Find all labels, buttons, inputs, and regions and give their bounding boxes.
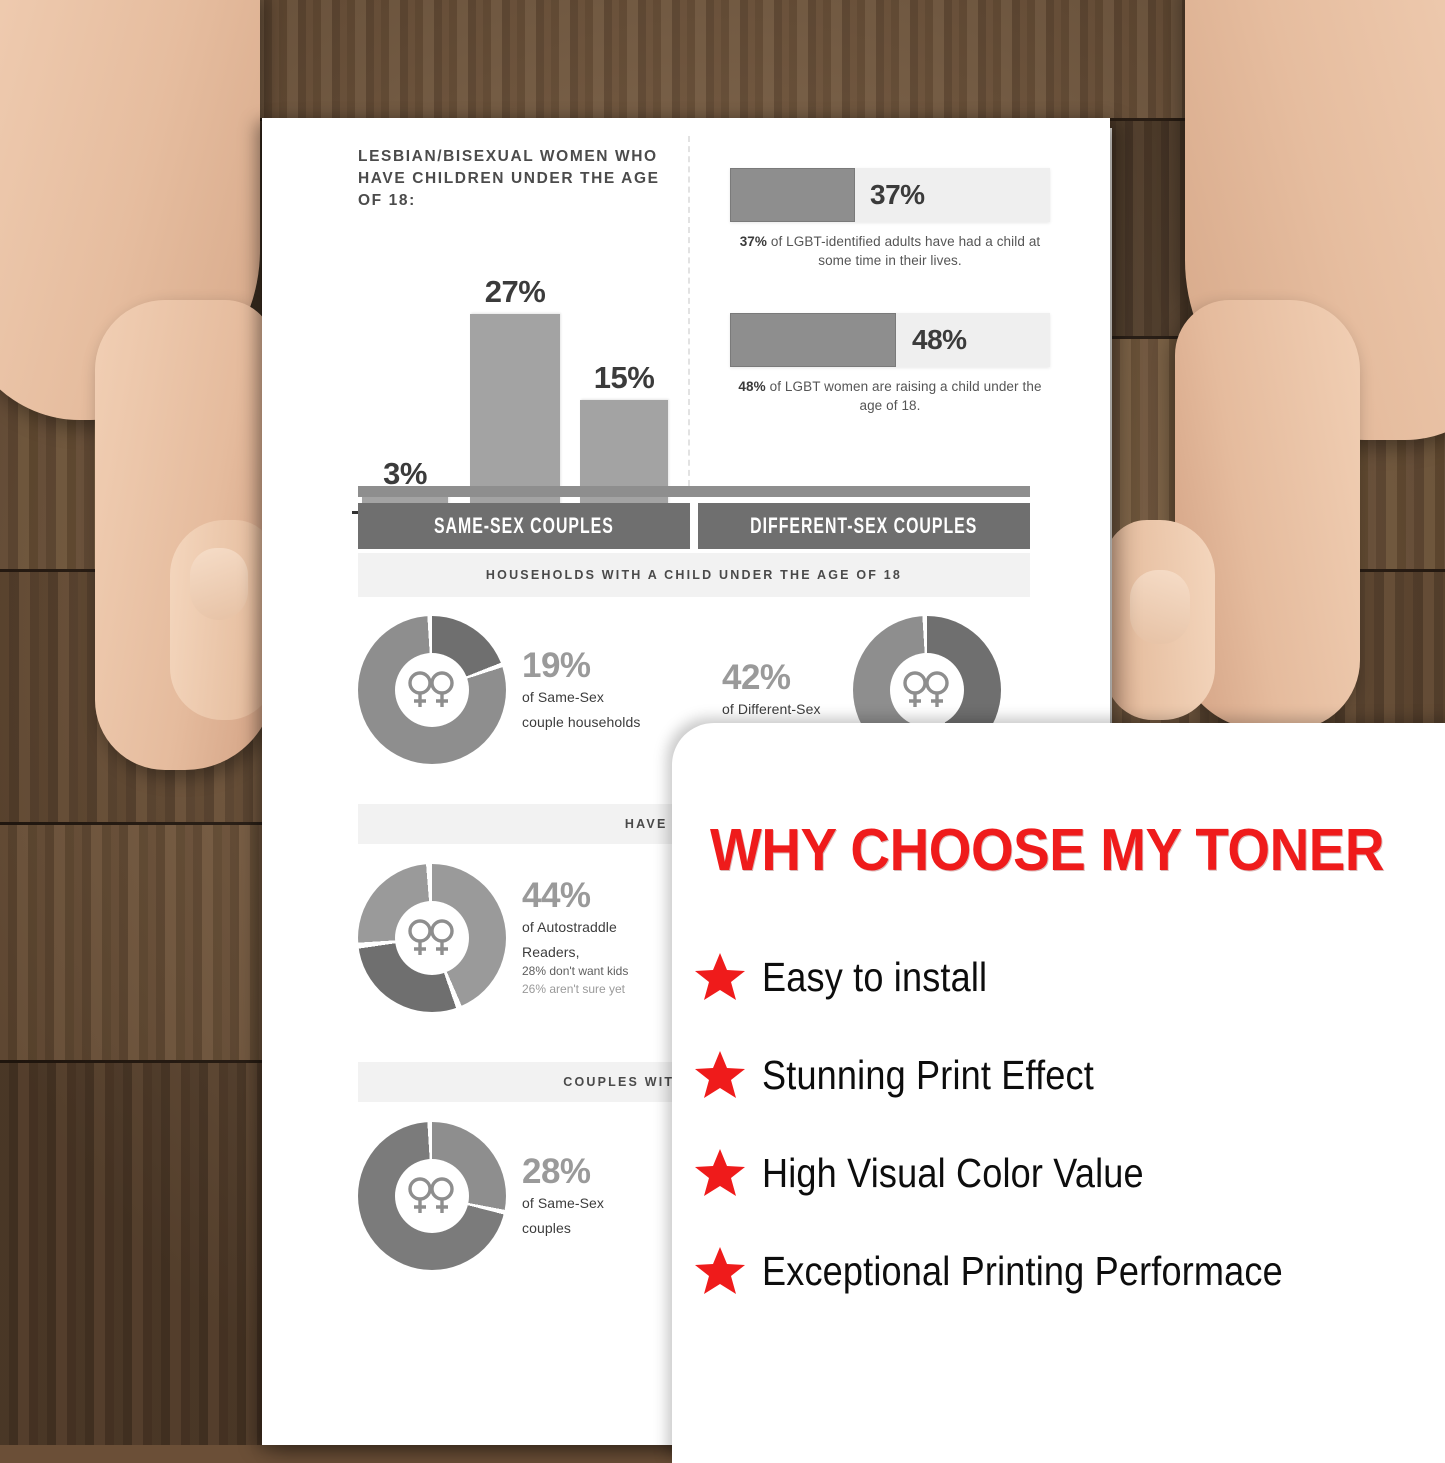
band-different-sex-couples: DIFFERENT-SEX COUPLES xyxy=(698,503,1030,549)
donut-row-same-sex-couples: 28% of Same-Sex couples xyxy=(358,1122,1030,1282)
donut-unit-44: 44% of Autostraddle Readers, 28% don't w… xyxy=(358,864,628,1012)
female-female-symbol-icon xyxy=(408,919,454,955)
promo-card-title: WHY CHOOSE MY TONER xyxy=(710,817,1385,883)
column-divider xyxy=(688,136,690,486)
donut-value: 44% xyxy=(522,876,591,916)
stat-caption-bold: 48% xyxy=(738,379,766,394)
band-same-sex-couples: SAME-SEX COUPLES xyxy=(358,503,690,549)
right-thumbnail xyxy=(1130,570,1190,644)
band-label: DIFFERENT-SEX COUPLES xyxy=(750,513,978,538)
left-chart-title: LESBIAN/BISEXUAL WOMEN WHO HAVE CHILDREN… xyxy=(358,148,660,209)
bar-column: 27% xyxy=(470,274,560,512)
bullet-label: High Visual Color Value xyxy=(762,1149,1144,1196)
band-subtitle: HOUSEHOLDS WITH A CHILD UNDER THE AGE OF… xyxy=(358,553,1030,597)
bullet-label: Easy to install xyxy=(762,953,988,1000)
left-thumbnail xyxy=(190,548,248,620)
band-label: SAME-SEX COUPLES xyxy=(434,513,614,538)
donut-hole xyxy=(395,1159,469,1233)
stat-caption-rest: of LGBT-identified adults have had a chi… xyxy=(767,234,1041,269)
stat-bar-value: 37% xyxy=(870,179,925,210)
stat-bar-value: 48% xyxy=(912,324,967,355)
star-icon xyxy=(695,1149,745,1196)
donut-note-2: 26% aren't sure yet xyxy=(522,981,626,996)
donut-text-42: 42% of Different-Sex xyxy=(722,660,821,720)
stat-bar-fill xyxy=(730,168,855,222)
bar-value-label: 3% xyxy=(383,456,427,491)
stat-caption-bold: 37% xyxy=(739,234,768,249)
female-female-symbol-icon xyxy=(408,1177,454,1213)
donut-line2: Readers, xyxy=(522,944,580,961)
stat-caption-rest: of LGBT women are raising a child under … xyxy=(765,379,1042,414)
female-female-symbol-icon xyxy=(408,671,454,707)
promo-card[interactable]: WHY CHOOSE MY TONER Easy to install Stun… xyxy=(672,723,1445,1463)
donut-hole xyxy=(889,653,964,727)
donut-value: 28% xyxy=(522,1151,591,1191)
donut-line1: of Same-Sex xyxy=(522,688,605,705)
bar-rect xyxy=(470,314,560,512)
donut-row-autostraddle: 44% of Autostraddle Readers, 28% don't w… xyxy=(358,864,1030,1024)
bar-value-label: 15% xyxy=(593,360,655,395)
donut-text-28: 28% of Same-Sex couples xyxy=(522,1154,604,1239)
donut-line2: couples xyxy=(522,1219,571,1236)
donut-line1: of Autostraddle xyxy=(522,919,617,936)
stat-bar-fill xyxy=(730,313,896,367)
donut-unit-same-sex: 19% of Same-Sex couple households xyxy=(358,616,640,764)
donut-chart-44 xyxy=(358,864,506,1012)
star-icon xyxy=(695,953,745,1000)
donut-unit-28: 28% of Same-Sex couples xyxy=(358,1122,604,1270)
stat-group-37: 37% 37% of LGBT-identified adults have h… xyxy=(730,168,1050,270)
bullet-label: Exceptional Printing Performace xyxy=(762,1247,1283,1294)
donut-line1: of Different-Sex xyxy=(722,701,821,717)
band-row: SAME-SEX COUPLES DIFFERENT-SEX COUPLES xyxy=(358,503,1030,549)
stat-bar-track: 37% xyxy=(730,168,1050,222)
donut-text-44: 44% of Autostraddle Readers, 28% don't w… xyxy=(522,878,628,998)
donut-text-19: 19% of Same-Sex couple households xyxy=(522,648,640,733)
bar-value-label: 27% xyxy=(484,274,546,309)
stat-bar-track: 48% xyxy=(730,313,1050,367)
donut-value: 42% xyxy=(722,658,791,697)
stat-group-48: 48% 48% of LGBT women are raising a chil… xyxy=(730,313,1050,415)
donut-hole xyxy=(395,653,469,727)
list-item[interactable]: Stunning Print Effect xyxy=(694,1026,1445,1124)
donut-chart-28 xyxy=(358,1122,506,1270)
list-item[interactable]: High Visual Color Value xyxy=(694,1124,1445,1222)
donut-chart-19 xyxy=(358,616,506,764)
band-accent-strip xyxy=(358,486,1030,497)
couples-header-bands: SAME-SEX COUPLES DIFFERENT-SEX COUPLES H… xyxy=(358,486,1030,597)
stat-caption: 48% of LGBT women are raising a child un… xyxy=(730,377,1050,415)
promo-bullet-list: Easy to install Stunning Print Effect Hi… xyxy=(694,928,1445,1320)
star-icon xyxy=(695,1247,745,1294)
female-male-symbol-icon xyxy=(902,671,949,707)
bar-chart-plot: 3% 27% 15% xyxy=(358,242,678,512)
donut-note-1: 28% don't want kids xyxy=(522,964,629,979)
list-item[interactable]: Easy to install xyxy=(694,928,1445,1026)
donut-hole xyxy=(395,901,469,975)
donut-line2: couple households xyxy=(522,713,641,730)
list-item[interactable]: Exceptional Printing Performace xyxy=(694,1222,1445,1320)
donut-value: 19% xyxy=(522,645,591,685)
donut-line1: of Same-Sex xyxy=(522,1194,605,1211)
star-icon xyxy=(695,1051,745,1098)
bullet-label: Stunning Print Effect xyxy=(762,1051,1094,1098)
stat-caption: 37% of LGBT-identified adults have had a… xyxy=(730,232,1050,270)
